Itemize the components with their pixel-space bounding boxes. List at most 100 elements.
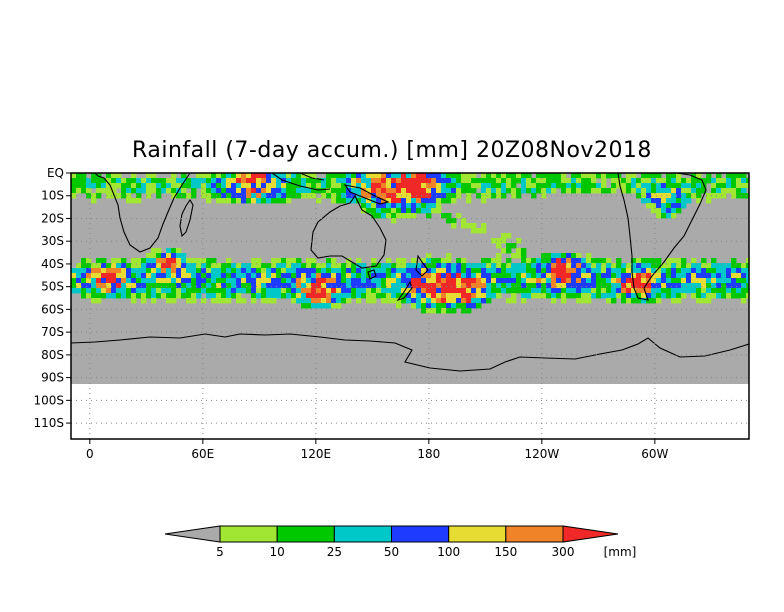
- rain-cell: [101, 293, 107, 299]
- rain-cell: [291, 288, 297, 294]
- rain-cell: [316, 188, 322, 194]
- rain-cell: [271, 283, 277, 289]
- rain-cell: [261, 268, 267, 274]
- rain-cell: [206, 293, 212, 299]
- rain-cell: [396, 288, 402, 294]
- rain-cell: [586, 273, 592, 279]
- rain-cell: [726, 293, 732, 299]
- rain-cell: [671, 273, 677, 279]
- rain-cell: [466, 273, 472, 279]
- rain-cell: [336, 193, 342, 199]
- rain-cell: [381, 173, 387, 179]
- rain-cell: [486, 193, 492, 199]
- rain-cell: [116, 283, 122, 289]
- new-guinea-coast: [343, 184, 390, 205]
- rain-cell: [726, 183, 732, 189]
- rain-cell: [556, 278, 562, 284]
- rain-cell: [96, 263, 102, 269]
- rain-cell: [581, 298, 587, 304]
- rain-cell: [566, 278, 572, 284]
- rain-cell: [646, 203, 652, 209]
- rain-cell: [511, 278, 517, 284]
- rain-cell: [511, 243, 517, 249]
- rain-cell: [436, 263, 442, 269]
- rain-cell: [101, 263, 107, 269]
- rain-cell: [551, 178, 557, 184]
- rain-cell: [171, 173, 177, 179]
- colorbar-label: 150: [494, 545, 517, 559]
- rain-cell: [366, 288, 372, 294]
- rain-cell: [201, 188, 207, 194]
- rain-cell: [206, 178, 212, 184]
- rain-cell: [121, 288, 127, 294]
- rain-cell: [661, 213, 667, 219]
- rain-cell: [201, 298, 207, 304]
- rain-cell: [186, 293, 192, 299]
- rain-cell: [341, 178, 347, 184]
- rain-cell: [561, 283, 567, 289]
- rain-cell: [286, 293, 292, 299]
- rain-cell: [151, 248, 157, 254]
- rain-cell: [671, 258, 677, 264]
- rain-cell: [431, 273, 437, 279]
- rain-cell: [166, 178, 172, 184]
- rain-cell: [331, 273, 337, 279]
- rain-cell: [516, 253, 522, 259]
- rain-cell: [206, 188, 212, 194]
- rain-cell: [671, 268, 677, 274]
- rain-cell: [671, 263, 677, 269]
- rain-cell: [636, 268, 642, 274]
- rain-cell: [186, 278, 192, 284]
- rain-cell: [501, 193, 507, 199]
- rain-cell: [161, 278, 167, 284]
- rain-cell: [721, 288, 727, 294]
- rain-cell: [736, 173, 742, 179]
- rain-cell: [216, 288, 222, 294]
- rain-cell: [581, 183, 587, 189]
- rain-cell: [361, 268, 367, 274]
- rain-cell: [81, 268, 87, 274]
- rain-cell: [711, 278, 717, 284]
- rain-cell: [536, 173, 542, 179]
- rain-cell: [211, 258, 217, 264]
- rain-cell: [91, 268, 97, 274]
- rain-cell: [446, 198, 452, 204]
- rain-cell: [491, 268, 497, 274]
- rain-cell: [291, 293, 297, 299]
- rain-cell: [441, 263, 447, 269]
- rain-cell: [601, 183, 607, 189]
- rain-cell: [311, 278, 317, 284]
- rain-cell: [301, 193, 307, 199]
- rain-cell: [601, 173, 607, 179]
- rain-cell: [566, 288, 572, 294]
- lon-tick-label: 180: [417, 447, 440, 461]
- rain-cell: [701, 288, 707, 294]
- rain-cell: [141, 263, 147, 269]
- rain-cell: [156, 183, 162, 189]
- rain-cell: [121, 178, 127, 184]
- rain-cell: [251, 198, 257, 204]
- rain-cell: [406, 208, 412, 214]
- rain-cell: [501, 188, 507, 194]
- rain-cell: [441, 308, 447, 314]
- rain-cell: [526, 188, 532, 194]
- rain-cell: [456, 263, 462, 269]
- rain-cell: [91, 183, 97, 189]
- lat-tick-label: 20S: [41, 211, 64, 225]
- rain-cell: [291, 263, 297, 269]
- rain-cell: [466, 283, 472, 289]
- rain-cell: [321, 288, 327, 294]
- rain-cell: [416, 288, 422, 294]
- rain-cell: [206, 183, 212, 189]
- rain-cell: [486, 173, 492, 179]
- rain-cell: [651, 283, 657, 289]
- rain-cell: [576, 178, 582, 184]
- rain-cell: [146, 273, 152, 279]
- rain-cell: [171, 268, 177, 274]
- rain-cell: [116, 268, 122, 274]
- rain-cell: [286, 263, 292, 269]
- rain-cell: [571, 288, 577, 294]
- rain-cell: [476, 293, 482, 299]
- rain-cell: [461, 283, 467, 289]
- rain-cell: [731, 173, 737, 179]
